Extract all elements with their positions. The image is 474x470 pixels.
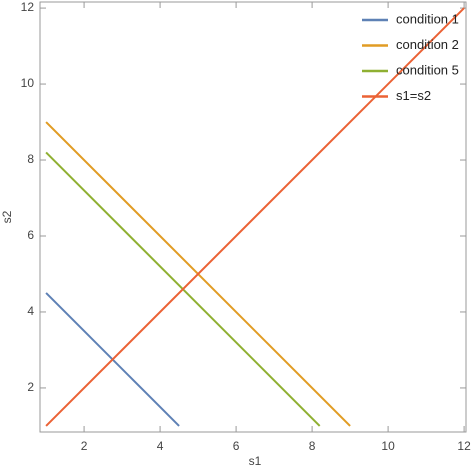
legend-label: s1=s2: [396, 88, 431, 103]
legend: condition 1 condition 2 condition 5 s1=s2: [362, 11, 459, 103]
x-tick-label: 4: [157, 439, 164, 453]
legend-label: condition 5: [396, 62, 459, 77]
y-tick-label: 12: [21, 0, 35, 14]
x-tick-label: 8: [309, 439, 316, 453]
x-axis-label: s1: [249, 454, 262, 468]
legend-label: condition 1: [396, 11, 459, 26]
y-tick-label: 6: [27, 228, 34, 242]
y-tick-label: 8: [27, 152, 34, 166]
x-tick-label: 10: [381, 439, 395, 453]
y-axis-label: s2: [0, 210, 14, 223]
y-tick-label: 10: [21, 76, 35, 90]
y-tick-label: 4: [27, 304, 34, 318]
plot-frame: [39, 1, 467, 433]
x-tick-label: 2: [81, 439, 88, 453]
legend-label: condition 2: [396, 37, 459, 52]
x-tick-label: 6: [233, 439, 240, 453]
x-tick-label: 12: [457, 439, 471, 453]
y-tick-label: 2: [27, 380, 34, 394]
series-line: [45, 7, 465, 427]
